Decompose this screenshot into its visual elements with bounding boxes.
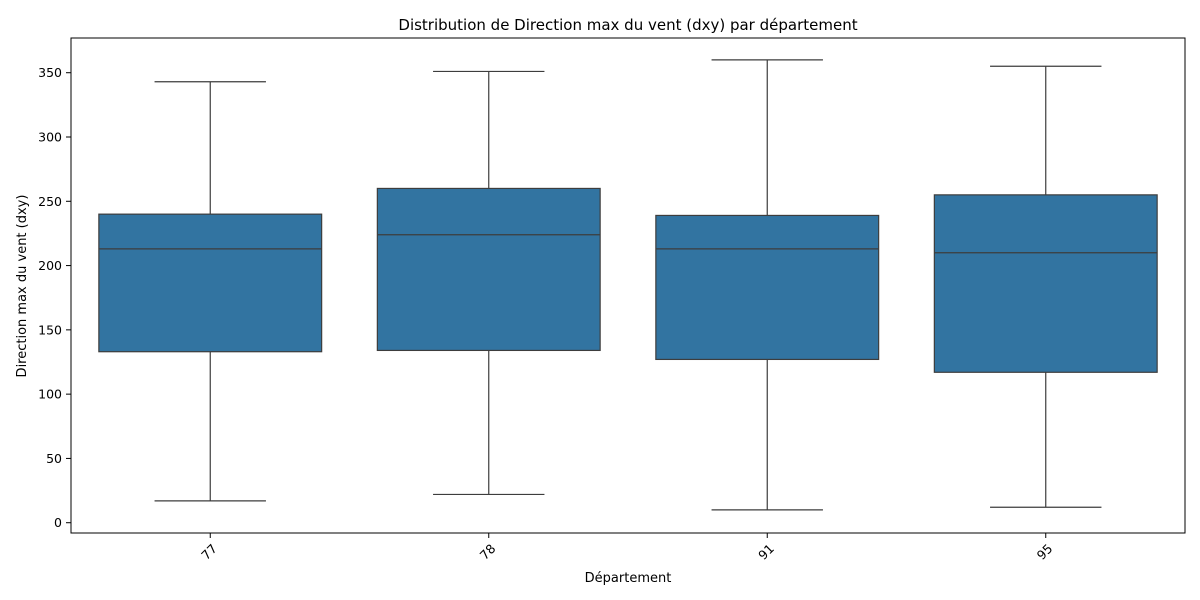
y-tick-label: 50 [46,451,62,466]
y-tick-label: 100 [38,387,62,402]
y-tick-label: 150 [38,322,62,337]
box-95 [933,194,1158,373]
x-tick-label: 95 [1034,541,1056,563]
y-tick-label: 300 [38,130,62,145]
chart-title: Distribution de Direction max du vent (d… [398,16,857,34]
x-axis-label: Département [585,571,672,586]
y-tick-label: 350 [38,65,62,80]
y-tick-label: 200 [38,258,62,273]
axes-frame [70,37,1186,534]
x-tick-label: 91 [755,541,777,563]
x-tick-label: 78 [477,541,499,563]
plot-area: 0 50 100 150 200 250 300 350 77 78 91 95 [38,37,1186,563]
box-77 [98,213,323,353]
y-tick-label: 250 [38,194,62,209]
y-axis-label: Direction max du vent (dxy) [15,195,30,378]
box-91 [655,214,880,361]
y-tick-label: 0 [54,515,62,530]
x-tick-label: 77 [198,541,220,563]
box-78 [376,187,601,352]
